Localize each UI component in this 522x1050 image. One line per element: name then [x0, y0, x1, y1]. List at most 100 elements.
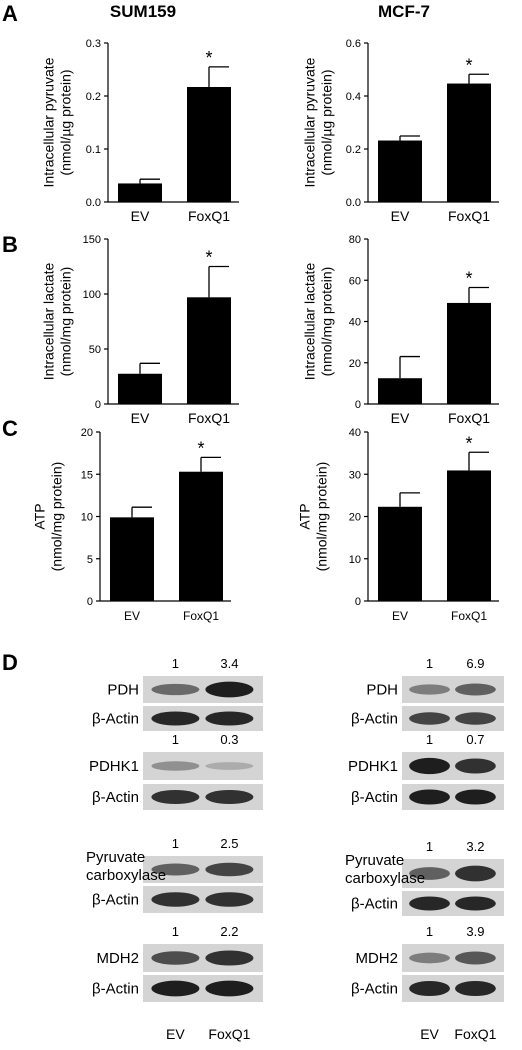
blot-pdhk1: PDHK1 1 0.3 [89, 732, 263, 780]
blot-band [151, 951, 200, 965]
bar-foxq1 [187, 297, 231, 404]
y-tick-label: 0.2 [346, 144, 361, 156]
x-tick-label: EV [391, 208, 410, 224]
blot-band [205, 711, 254, 726]
blot-band [151, 761, 200, 771]
protein-label: PDH [107, 682, 139, 699]
blot-pdh: PDH 1 3.4 [107, 656, 263, 703]
y-axis-label: (nmol/µg protein) [58, 69, 74, 175]
y-axis-label: Intracellular pyruvate [41, 57, 57, 187]
significance-marker: * [197, 438, 204, 458]
y-axis-label: ATP [32, 503, 48, 529]
bar-ev [118, 373, 162, 404]
bar-ev [110, 517, 154, 601]
y-tick-label: 0.3 [86, 38, 101, 50]
bar-ev [378, 378, 422, 404]
x-tick-label: FoxQ1 [183, 609, 219, 623]
y-tick-label: 20 [349, 512, 361, 524]
blot-band [205, 980, 254, 997]
blot-band [151, 980, 200, 997]
y-tick-label: 20 [81, 427, 93, 439]
chart-b-sum159: 0 50 100 150 Intracellular lactate (nmol/mg p… [41, 234, 239, 426]
blot-band [409, 712, 450, 725]
blot-pdhk1: PDHK1 1 0.7 [348, 732, 504, 780]
blot-band [455, 758, 496, 774]
significance-marker: * [465, 55, 472, 75]
lane-label: EV [166, 1026, 185, 1042]
protein-label: carboxylase [86, 867, 166, 884]
y-tick-label: 50 [89, 344, 101, 356]
chart-c-sum159: 0 5 10 15 20 ATP (nmol/mg protein) EV * FoxQ1 [32, 427, 231, 623]
band-quantification: 0.3 [220, 732, 238, 747]
blot-band [205, 950, 254, 966]
protein-label: PDHK1 [348, 758, 398, 775]
blot-band [205, 892, 254, 907]
y-tick-label: 40 [349, 427, 361, 439]
y-tick-label: 0.1 [86, 144, 101, 156]
bar-foxq1 [447, 302, 491, 404]
x-tick-label: FoxQ1 [448, 410, 490, 426]
lane-label: FoxQ1 [454, 1026, 496, 1042]
blot-band [455, 712, 496, 725]
actin-blot: β-Actin [92, 975, 263, 1002]
lane-label: EV [420, 1026, 439, 1042]
y-tick-label: 0 [355, 399, 361, 411]
blot-band [409, 896, 450, 911]
significance-marker: * [205, 248, 212, 268]
blot-band [151, 711, 200, 726]
y-tick-label: 10 [81, 512, 93, 524]
blot-band [409, 867, 450, 880]
blot-band [151, 892, 200, 907]
band-quantification: 1 [172, 732, 179, 747]
band-quantification: 1 [426, 839, 433, 854]
x-tick-label: EV [392, 609, 408, 623]
y-tick-label: 0.2 [86, 91, 101, 103]
blot-band [455, 789, 496, 805]
protein-label: MDH2 [355, 950, 398, 967]
band-quantification: 2.2 [220, 924, 238, 939]
x-tick-label: FoxQ1 [188, 208, 230, 224]
blot-column-sum159: SUM159PDH13.4β-ActinPDHK110.3β-ActinPyru… [86, 656, 263, 1042]
protein-label: PDH [366, 682, 398, 699]
y-tick-label: 150 [83, 234, 101, 246]
y-tick-label: 0 [95, 399, 101, 411]
y-tick-label: 5 [87, 554, 93, 566]
protein-label: β-Actin [351, 981, 398, 998]
blot-band [409, 757, 450, 775]
blot-band [205, 789, 254, 805]
bar-ev [378, 506, 422, 601]
panel-label-b: B [2, 232, 18, 257]
protein-label: Pyruvate [345, 852, 404, 869]
chart-a-mcf7: 0.0 0.2 0.4 0.6 Intracellular pyruvate (nmol/… [302, 38, 499, 224]
band-quantification: 1 [172, 836, 179, 851]
blot-mdh2: MDH2 1 3.9 [355, 924, 504, 972]
blot-pdh: PDH 1 6.9 [366, 656, 504, 703]
protein-label: β-Actin [351, 711, 398, 728]
y-axis-label: (nmol/µg protein) [319, 69, 335, 175]
protein-label: PDHK1 [89, 758, 139, 775]
actin-blot: β-Actin [351, 975, 504, 1002]
blot-band [151, 789, 200, 805]
chart-c-mcf7: 0 10 20 30 40 ATP (nmol/mg protein) EV * FoxQ1 [297, 427, 499, 623]
protein-label: β-Actin [351, 896, 398, 913]
protein-label: β-Actin [92, 789, 139, 806]
protein-label: MDH2 [96, 950, 139, 967]
band-quantification: 3.4 [220, 656, 238, 671]
blot-band [409, 789, 450, 805]
band-quantification: 1 [426, 924, 433, 939]
protein-label: β-Actin [92, 892, 139, 909]
band-quantification: 2.5 [220, 836, 238, 851]
actin-blot: β-Actin [92, 706, 263, 731]
y-tick-label: 0 [355, 596, 361, 608]
blot-band [409, 684, 450, 695]
protein-label: β-Actin [351, 789, 398, 806]
blot-band [151, 863, 200, 876]
y-axis-label: (nmol/mg protein) [58, 267, 74, 377]
y-axis-label: Intracellular pyruvate [302, 57, 318, 187]
x-tick-label: FoxQ1 [188, 410, 230, 426]
bar-foxq1 [179, 471, 223, 601]
y-tick-label: 15 [81, 469, 93, 481]
band-quantification: 1 [426, 656, 433, 671]
